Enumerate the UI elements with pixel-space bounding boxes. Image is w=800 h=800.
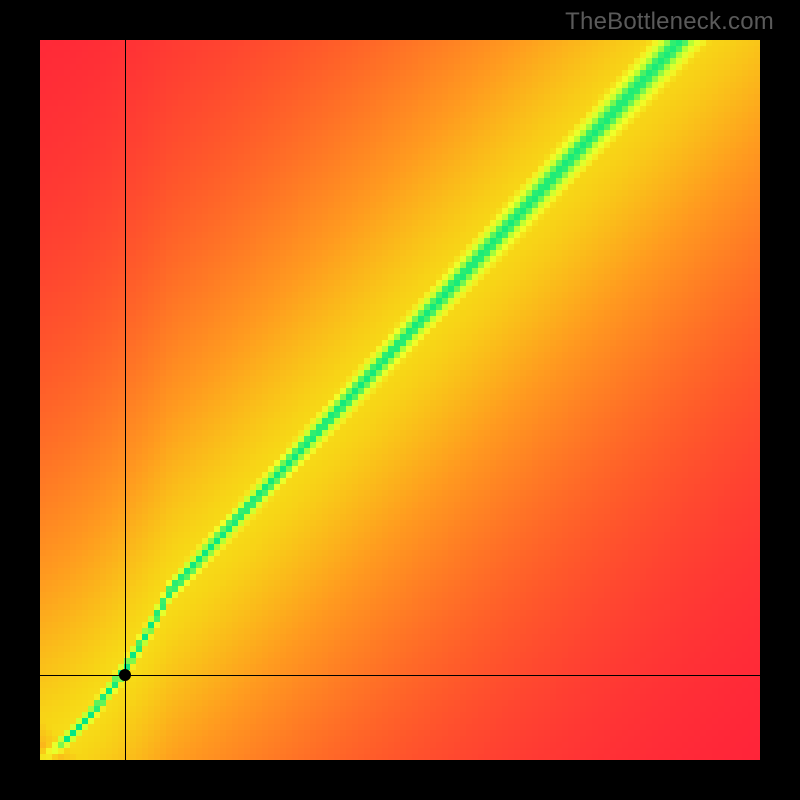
bottleneck-heatmap (40, 40, 760, 760)
crosshair-horizontal (40, 675, 760, 676)
chart-frame (40, 40, 760, 760)
selection-marker (119, 669, 131, 681)
watermark-text: TheBottleneck.com (565, 8, 774, 36)
crosshair-vertical (125, 40, 126, 760)
